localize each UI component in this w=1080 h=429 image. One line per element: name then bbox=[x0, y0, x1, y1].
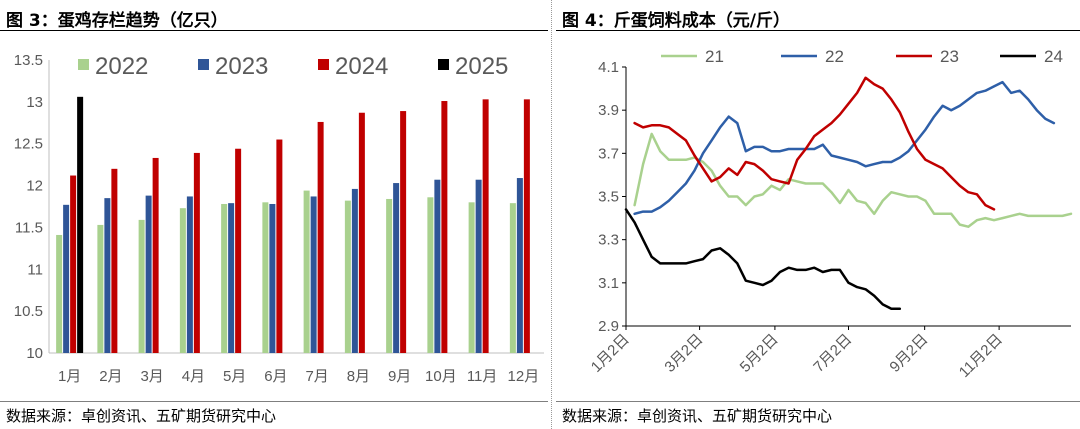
legend-swatch-2023 bbox=[198, 59, 209, 70]
series-line-24 bbox=[624, 208, 902, 310]
bar-2024-8月 bbox=[358, 112, 365, 354]
bar-y-tick-label: 13.5 bbox=[14, 52, 43, 69]
line-y-tick-label: 3.1 bbox=[598, 275, 619, 292]
line-y-tick-label: 3.5 bbox=[598, 189, 619, 206]
line-y-tick-label: 3.7 bbox=[598, 145, 619, 162]
bar-2023-2月 bbox=[104, 198, 111, 353]
series-line-22 bbox=[633, 80, 1056, 216]
line-chart-svg: 2.9 3.1 3.3 3.5 3.7 3.9 4.1 1月2日 3月2日 5月2日 7月2日 9月2… bbox=[588, 47, 1073, 381]
legend-label-2023: 2023 bbox=[215, 53, 268, 80]
bar-2023-5月 bbox=[228, 203, 235, 353]
bar-2025-1月 bbox=[77, 96, 84, 353]
bar-2022-2月 bbox=[97, 224, 104, 353]
egg-hen-inventory-panel: 图 3：蛋鸡存栏趋势（亿只） 10 10.5 11 11.5 12 12.5 13 13.5 1… bbox=[0, 11, 548, 425]
left-source-rule bbox=[0, 401, 548, 402]
bar-y-tick-label: 11 bbox=[27, 261, 43, 278]
bar-2023-6月 bbox=[269, 203, 276, 353]
bar-x-tick-label: 7月 bbox=[305, 368, 328, 385]
bar-2022-12月 bbox=[509, 203, 516, 353]
bar-2022-5月 bbox=[221, 203, 228, 353]
bar-2024-12月 bbox=[523, 99, 530, 354]
bar-2023-1月 bbox=[63, 204, 70, 353]
left-title-rule bbox=[0, 30, 548, 31]
line-x-tick-label: 5月2日 bbox=[737, 331, 782, 376]
bar-2022-6月 bbox=[262, 202, 269, 353]
legend-label-2022: 2022 bbox=[95, 53, 148, 80]
line-x-tick-label: 9月2日 bbox=[886, 331, 931, 376]
bar-2023-7月 bbox=[310, 196, 317, 353]
bar-x-tick-label: 11月 bbox=[467, 368, 498, 385]
bar-2022-1月 bbox=[56, 234, 63, 353]
bar-y-tick-label: 12.5 bbox=[14, 136, 43, 153]
bar-2024-6月 bbox=[276, 139, 283, 353]
bar-2024-10月 bbox=[441, 101, 448, 354]
bar-2024-1月 bbox=[70, 175, 77, 353]
line-x-tick-label: 11月2日 bbox=[956, 331, 1006, 381]
bar-x-tick-label: 3月 bbox=[140, 368, 163, 385]
bar-y-tick-label: 11.5 bbox=[15, 219, 43, 236]
line-x-tick-label: 3月2日 bbox=[661, 331, 706, 376]
legend-swatch-2022 bbox=[78, 59, 89, 70]
bar-x-tick-label: 6月 bbox=[264, 368, 287, 385]
panel-divider bbox=[551, 0, 552, 429]
bar-2023-3月 bbox=[145, 195, 152, 353]
bar-y-tick-label: 10 bbox=[26, 345, 43, 362]
bar-x-tick-label: 9月 bbox=[388, 368, 411, 385]
bar-2024-9月 bbox=[400, 111, 407, 354]
bar-y-tick-label: 13 bbox=[26, 94, 43, 111]
bar-2022-7月 bbox=[303, 190, 310, 353]
bar-x-tick-label: 12月 bbox=[508, 368, 540, 385]
bar-2023-10月 bbox=[434, 179, 441, 353]
left-chart-title: 图 3：蛋鸡存栏趋势（亿只） bbox=[6, 11, 228, 31]
legend-label-23: 23 bbox=[940, 47, 959, 66]
bar-chart-svg: 10 10.5 11 11.5 12 12.5 13 13.5 1月 2月 3月 4月 5月 6月 7月 8月… bbox=[14, 52, 544, 385]
bar-x-tick-label: 10月 bbox=[425, 368, 457, 385]
bar-2022-8月 bbox=[344, 200, 351, 353]
line-x-tick-label: 1月2日 bbox=[588, 331, 633, 376]
bar-2024-5月 bbox=[235, 148, 242, 353]
bar-2022-11月 bbox=[468, 202, 475, 353]
bar-2024-2月 bbox=[111, 168, 118, 353]
line-y-tick-label: 4.1 bbox=[598, 59, 619, 76]
series-line-21 bbox=[633, 132, 1073, 228]
bar-2024-11月 bbox=[482, 99, 489, 354]
legend-label-21: 21 bbox=[705, 47, 724, 66]
right-source-note: 数据来源：卓创资讯、五矿期货研究中心 bbox=[562, 407, 833, 425]
legend-label-2024: 2024 bbox=[335, 53, 388, 80]
legend-label-22: 22 bbox=[825, 47, 844, 66]
bar-y-tick-label: 10.5 bbox=[14, 303, 43, 320]
bar-x-tick-label: 4月 bbox=[182, 368, 205, 385]
line-y-tick-label: 3.3 bbox=[598, 232, 619, 249]
bar-2023-12月 bbox=[516, 178, 523, 353]
bar-x-tick-label: 2月 bbox=[99, 368, 122, 385]
right-source-rule bbox=[556, 401, 1080, 402]
bar-2024-3月 bbox=[152, 157, 159, 353]
series-line-23 bbox=[633, 76, 996, 211]
bar-2023-4月 bbox=[186, 196, 193, 353]
line-y-tick-label: 3.9 bbox=[598, 102, 619, 119]
bar-y-tick-label: 12 bbox=[26, 178, 43, 195]
legend-label-2025: 2025 bbox=[455, 53, 508, 80]
legend-swatch-2025 bbox=[438, 59, 449, 70]
bar-x-tick-label: 5月 bbox=[223, 368, 246, 385]
bar-2022-10月 bbox=[427, 197, 434, 353]
bar-2022-4月 bbox=[179, 208, 186, 353]
right-title-rule bbox=[556, 30, 1080, 31]
bar-2022-3月 bbox=[138, 219, 145, 353]
bar-x-tick-label: 8月 bbox=[347, 368, 370, 385]
bar-2023-11月 bbox=[475, 179, 482, 353]
feed-cost-panel: 图 4：斤蛋饲料成本（元/斤） 2.9 3.1 3.3 3.5 3.7 3.9 4.1 1月2… bbox=[556, 0, 1080, 429]
left-source-note: 数据来源：卓创资讯、五矿期货研究中心 bbox=[6, 407, 277, 425]
bar-2024-4月 bbox=[193, 152, 200, 353]
bar-2023-9月 bbox=[393, 183, 400, 353]
bar-2023-8月 bbox=[351, 188, 358, 353]
bar-2022-9月 bbox=[386, 198, 393, 353]
legend-swatch-2024 bbox=[318, 59, 329, 70]
bar-2024-7月 bbox=[317, 121, 324, 353]
legend-label-24: 24 bbox=[1044, 47, 1063, 66]
line-y-tick-label: 2.9 bbox=[598, 318, 619, 335]
line-x-tick-label: 7月2日 bbox=[810, 331, 855, 376]
right-chart-title: 图 4：斤蛋饲料成本（元/斤） bbox=[562, 11, 790, 31]
bar-x-tick-label: 1月 bbox=[58, 368, 81, 385]
